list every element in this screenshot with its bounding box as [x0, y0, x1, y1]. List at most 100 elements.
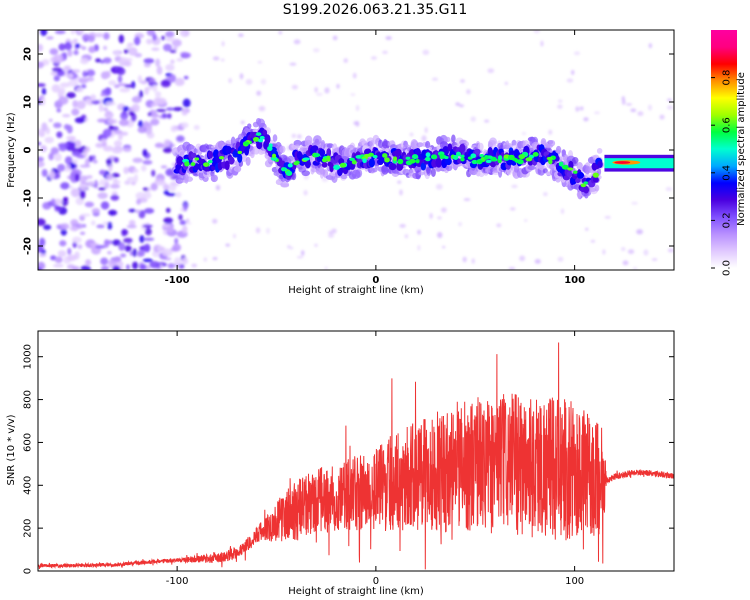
- noise-blob: [458, 221, 463, 227]
- noise-blob: [138, 120, 144, 128]
- ridge-halo: [548, 139, 556, 147]
- spectrogram-y-label: Frequency (Hz): [6, 112, 17, 188]
- x-tick-label: 0: [373, 576, 379, 587]
- noise-blob: [140, 80, 148, 85]
- noise-blob: [626, 103, 633, 106]
- noise-blob: [79, 164, 91, 168]
- noise-blob: [508, 266, 516, 270]
- noise-blob: [112, 265, 121, 270]
- ridge-core: [420, 162, 427, 171]
- noise-blob: [85, 76, 95, 82]
- ridge-halo: [301, 170, 311, 177]
- noise-blob: [120, 253, 127, 258]
- noise-blob: [314, 243, 318, 247]
- noise-blob: [630, 108, 637, 113]
- ridge-peak: [372, 154, 378, 159]
- noise-blob: [67, 79, 79, 87]
- noise-blob: [336, 83, 340, 89]
- noise-blob: [150, 113, 159, 118]
- ridge-peak: [518, 154, 526, 160]
- noise-blob: [161, 113, 168, 119]
- noise-blob: [123, 237, 133, 244]
- noise-blob: [133, 36, 141, 46]
- noise-blob: [135, 209, 141, 214]
- noise-blob: [42, 201, 52, 210]
- noise-blob: [399, 224, 406, 228]
- noise-blob: [437, 231, 443, 239]
- noise-blob: [41, 122, 48, 132]
- ridge-core: [597, 160, 603, 169]
- noise-blob: [77, 244, 83, 250]
- noise-blob: [558, 99, 563, 103]
- noise-blob: [316, 92, 323, 96]
- noise-blob: [56, 131, 63, 139]
- ridge-peak: [271, 153, 277, 159]
- noise-blob: [621, 99, 626, 105]
- noise-blob: [57, 163, 66, 172]
- noise-blob: [72, 152, 81, 157]
- noise-blob: [59, 240, 67, 247]
- noise-blob: [49, 48, 59, 55]
- noise-blob: [179, 220, 187, 226]
- noise-blob: [463, 198, 471, 201]
- noise-blob: [118, 242, 126, 251]
- noise-blob: [38, 253, 47, 258]
- noise-blob: [80, 57, 89, 65]
- noise-blob: [167, 113, 172, 119]
- noise-blob: [71, 266, 80, 270]
- noise-blob: [41, 87, 47, 96]
- noise-blob: [60, 228, 67, 236]
- noise-blob: [38, 267, 43, 270]
- noise-blob: [70, 188, 81, 198]
- colorbar-gradient: [711, 30, 737, 268]
- ridge-halo: [542, 168, 548, 174]
- ridge-core: [575, 178, 581, 184]
- noise-blob: [355, 121, 360, 127]
- noise-blob: [637, 111, 644, 116]
- noise-blob: [113, 129, 123, 135]
- ridge-core: [228, 156, 235, 165]
- noise-blob: [238, 33, 244, 38]
- ridge-halo: [278, 174, 285, 180]
- noise-blob: [128, 219, 136, 226]
- ridge-core: [318, 148, 326, 157]
- noise-blob: [178, 214, 183, 221]
- noise-blob: [48, 118, 53, 123]
- ridge-peak: [460, 157, 465, 162]
- noise-blob: [100, 138, 108, 143]
- noise-blob: [543, 192, 548, 197]
- ridge-halo: [426, 166, 431, 174]
- noise-blob: [70, 161, 75, 170]
- noise-blob: [139, 263, 147, 270]
- noise-blob: [50, 255, 57, 261]
- noise-blob: [180, 30, 186, 37]
- noise-blob: [90, 94, 97, 102]
- ridge-core: [316, 155, 322, 163]
- noise-blob: [121, 229, 129, 236]
- noise-blob: [324, 87, 330, 94]
- ridge-peak: [405, 156, 411, 160]
- noise-blob: [162, 184, 170, 191]
- noise-blob: [557, 104, 563, 109]
- noise-blob: [117, 75, 123, 83]
- noise-blob: [174, 237, 179, 245]
- noise-blob: [85, 146, 91, 153]
- noise-blob: [300, 250, 305, 256]
- noise-blob: [50, 198, 56, 206]
- noise-blob: [100, 257, 109, 266]
- ridge-core: [329, 162, 334, 173]
- noise-blob: [155, 108, 167, 113]
- noise-blob: [78, 181, 88, 191]
- noise-blob: [132, 157, 143, 163]
- noise-blob: [57, 250, 67, 258]
- noise-blob: [62, 113, 71, 118]
- y-tick-label: 800: [23, 390, 34, 409]
- ridge-halo: [241, 154, 248, 163]
- noise-blob: [437, 216, 442, 220]
- ridge-halo: [418, 171, 425, 176]
- noise-blob: [107, 221, 113, 230]
- ridge-peak: [184, 161, 190, 167]
- ridge-halo: [416, 142, 424, 148]
- colorbar-label: Normalized spectral amplitude: [736, 72, 747, 226]
- noise-blob: [631, 201, 638, 205]
